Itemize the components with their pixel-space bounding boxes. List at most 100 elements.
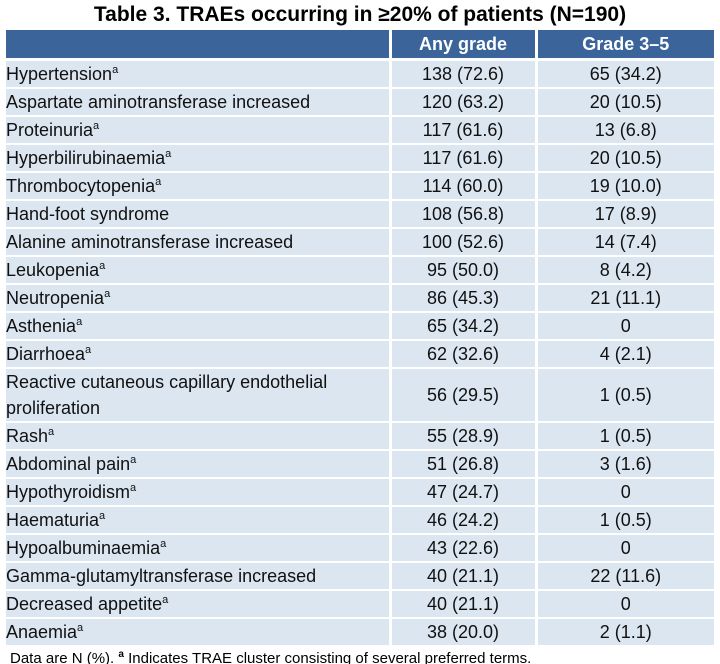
any-grade-value: 117 (61.6) (390, 144, 538, 173)
cluster-superscript: a (155, 176, 162, 188)
footnote-text: Indicates TRAE cluster consisting of sev… (123, 650, 532, 664)
adverse-event-label: Proteinuriaa (6, 116, 392, 145)
cluster-superscript: a (93, 120, 100, 132)
header-row: Any grade Grade 3–5 (6, 30, 714, 61)
any-grade-value: 95 (50.0) (390, 256, 538, 285)
grade-3-5-value: 20 (10.5) (536, 144, 714, 173)
cluster-superscript: a (160, 538, 167, 550)
grade-3-5-value: 14 (7.4) (536, 228, 714, 257)
any-grade-value: 38 (20.0) (390, 618, 538, 647)
adverse-event-label: Anaemiaa (6, 618, 392, 647)
adverse-event-label: Astheniaa (6, 312, 392, 341)
table-row: Reactive cutaneous capillary endothelial… (6, 368, 714, 423)
adverse-event-label: Hypothyroidisma (6, 478, 392, 507)
adverse-event-label: Thrombocytopeniaa (6, 172, 392, 201)
grade-3-5-value: 4 (2.1) (536, 340, 714, 369)
table-title: Table 3. TRAEs occurring in ≥20% of pati… (93, 3, 627, 26)
table-row: Leukopeniaa 95 (50.0) 8 (4.2) (6, 256, 714, 285)
table-body: Hypertensiona 138 (72.6) 65 (34.2) Aspartat… (6, 59, 714, 647)
any-grade-value: 86 (45.3) (390, 284, 538, 313)
adverse-event-label: Gamma-glutamyltransferase increased (6, 562, 392, 591)
table-row: Diarrhoeaa 62 (32.6) 4 (2.1) (6, 340, 714, 369)
adverse-event-label: Rasha (6, 422, 392, 451)
table-row: Haematuriaa 46 (24.2) 1 (0.5) (6, 506, 714, 535)
adverse-event-label: Hypoalbuminaemiaa (6, 534, 392, 563)
grade-3-5-value: 0 (536, 534, 714, 563)
cluster-superscript: a (112, 64, 119, 76)
adverse-event-label: Aspartate aminotransferase increased (6, 88, 392, 117)
table-row: Hypertensiona 138 (72.6) 65 (34.2) (6, 59, 714, 89)
any-grade-value: 40 (21.1) (390, 562, 538, 591)
footnote-superscript: a (118, 649, 124, 660)
any-grade-value: 40 (21.1) (390, 590, 538, 619)
any-grade-value: 138 (72.6) (390, 59, 538, 89)
header-any-grade: Any grade (390, 30, 538, 61)
adverse-event-label: Abdominal paina (6, 450, 392, 479)
adverse-event-label: Leukopeniaa (6, 256, 392, 285)
grade-3-5-value: 65 (34.2) (536, 59, 714, 89)
grade-3-5-value: 22 (11.6) (536, 562, 714, 591)
cluster-superscript: a (104, 288, 111, 300)
adverse-event-label: Decreased appetitea (6, 590, 392, 619)
trae-table: Any grade Grade 3–5 Hypertensiona 138 (72… (6, 30, 714, 647)
grade-3-5-value: 2 (1.1) (536, 618, 714, 647)
adverse-event-label: Diarrhoeaa (6, 340, 392, 369)
any-grade-value: 47 (24.7) (390, 478, 538, 507)
any-grade-value: 62 (32.6) (390, 340, 538, 369)
grade-3-5-value: 17 (8.9) (536, 200, 714, 229)
adverse-event-label: Hand-foot syndrome (6, 200, 392, 229)
cluster-superscript: a (165, 148, 172, 160)
table-row: Alanine aminotransferase increased 100 (5… (6, 228, 714, 257)
cluster-superscript: a (76, 316, 83, 328)
cluster-superscript: a (77, 622, 84, 634)
grade-3-5-value: 1 (0.5) (536, 506, 714, 535)
table-row: Aspartate aminotransferase increased 120 … (6, 88, 714, 117)
any-grade-value: 56 (29.5) (390, 368, 538, 423)
table-row: Anaemiaa 38 (20.0) 2 (1.1) (6, 618, 714, 647)
any-grade-value: 100 (52.6) (390, 228, 538, 257)
any-grade-value: 51 (26.8) (390, 450, 538, 479)
grade-3-5-value: 0 (536, 478, 714, 507)
table-row: Astheniaa 65 (34.2) 0 (6, 312, 714, 341)
any-grade-value: 117 (61.6) (390, 116, 538, 145)
adverse-event-label: Hyperbilirubinaemiaa (6, 144, 392, 173)
any-grade-value: 65 (34.2) (390, 312, 538, 341)
adverse-event-label: Reactive cutaneous capillary endothelial… (6, 368, 392, 423)
table-row: Decreased appetitea 40 (21.1) 0 (6, 590, 714, 619)
grade-3-5-value: 20 (10.5) (536, 88, 714, 117)
cluster-superscript: a (85, 344, 92, 356)
any-grade-value: 43 (22.6) (390, 534, 538, 563)
grade-3-5-value: 8 (4.2) (536, 256, 714, 285)
any-grade-value: 114 (60.0) (390, 172, 538, 201)
grade-3-5-value: 0 (536, 312, 714, 341)
grade-3-5-value: 1 (0.5) (536, 422, 714, 451)
cluster-superscript: a (99, 260, 106, 272)
adverse-event-label: Hypertensiona (6, 59, 392, 89)
any-grade-value: 55 (28.9) (390, 422, 538, 451)
grade-3-5-value: 13 (6.8) (536, 116, 714, 145)
table-row: Neutropeniaa 86 (45.3) 21 (11.1) (6, 284, 714, 313)
table-row: Hypothyroidisma 47 (24.7) 0 (6, 478, 714, 507)
grade-3-5-value: 1 (0.5) (536, 368, 714, 423)
table-row: Hyperbilirubinaemiaa 117 (61.6) 20 (10.5) (6, 144, 714, 173)
table-row: Thrombocytopeniaa 114 (60.0) 19 (10.0) (6, 172, 714, 201)
table-row: Abdominal paina 51 (26.8) 3 (1.6) (6, 450, 714, 479)
cluster-superscript: a (130, 454, 137, 466)
header-grade-3-5: Grade 3–5 (536, 30, 714, 61)
cluster-superscript: a (130, 482, 137, 494)
cluster-superscript: a (162, 594, 169, 606)
any-grade-value: 46 (24.2) (390, 506, 538, 535)
table-row: Hypoalbuminaemiaa 43 (22.6) 0 (6, 534, 714, 563)
adverse-event-label: Alanine aminotransferase increased (6, 228, 392, 257)
adverse-event-label: Haematuriaa (6, 506, 392, 535)
table-row: Rasha 55 (28.9) 1 (0.5) (6, 422, 714, 451)
table-row: Hand-foot syndrome 108 (56.8) 17 (8.9) (6, 200, 714, 229)
footnote: Data are N (%). a Indicates TRAE cluster… (0, 647, 720, 664)
grade-3-5-value: 21 (11.1) (536, 284, 714, 313)
cluster-superscript: a (48, 426, 55, 438)
footnote-prefix: Data are N (%). (10, 650, 119, 664)
any-grade-value: 120 (63.2) (390, 88, 538, 117)
any-grade-value: 108 (56.8) (390, 200, 538, 229)
grade-3-5-value: 0 (536, 590, 714, 619)
